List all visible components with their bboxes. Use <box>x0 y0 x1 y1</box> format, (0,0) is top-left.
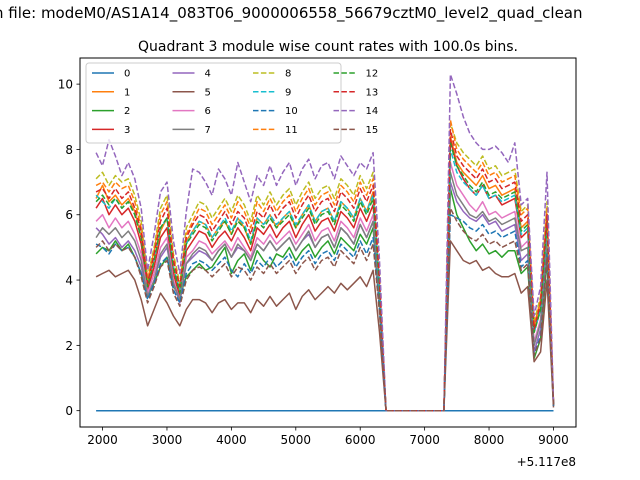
y-tick-label: 2 <box>65 339 73 353</box>
series-line-12 <box>95 142 555 412</box>
x-axis-offset-label: +5.117e8 <box>517 455 576 469</box>
x-tick-label: 8000 <box>474 433 505 447</box>
legend-box <box>85 62 342 144</box>
legend-label-9: 9 <box>285 87 291 98</box>
legend-label-2: 2 <box>124 106 130 117</box>
legend-label-1: 1 <box>124 87 130 98</box>
series-line-2 <box>95 187 555 412</box>
axes-frame <box>79 57 577 428</box>
legend-label-0: 0 <box>124 69 130 80</box>
series-line-13 <box>95 129 555 412</box>
series-layer <box>95 73 555 412</box>
legend-label-4: 4 <box>205 69 211 80</box>
y-tick-label: 6 <box>65 208 73 222</box>
x-tick-label: 3000 <box>152 433 183 447</box>
x-tick-label: 6000 <box>345 433 376 447</box>
y-tick-label: 4 <box>65 274 73 288</box>
legend-label-8: 8 <box>285 69 291 80</box>
series-line-5 <box>95 240 555 412</box>
figure-suptitle: n file: modeM0/AS1A14_083T06_9000006558_… <box>0 4 583 23</box>
legend-label-13: 13 <box>366 87 379 98</box>
y-tick-label: 10 <box>58 78 73 92</box>
legend-label-7: 7 <box>205 125 211 136</box>
x-tick-label: 5000 <box>281 433 312 447</box>
x-tick-label: 4000 <box>216 433 247 447</box>
legend-label-10: 10 <box>285 106 298 117</box>
series-line-9 <box>95 148 555 412</box>
series-line-14 <box>95 73 555 412</box>
series-line-7 <box>95 171 555 412</box>
x-tick-label: 2000 <box>87 433 118 447</box>
legend-label-3: 3 <box>124 125 130 136</box>
legend-label-15: 15 <box>366 125 379 136</box>
legend-label-5: 5 <box>205 87 211 98</box>
x-tick-label: 7000 <box>409 433 440 447</box>
x-axis: 2000 3000 4000 5000 6000 7000 8000 9000 <box>87 427 569 447</box>
legend-label-6: 6 <box>205 106 211 117</box>
series-line-15 <box>95 207 555 412</box>
legend-label-12: 12 <box>366 69 379 80</box>
y-tick-label: 8 <box>65 143 73 157</box>
x-tick-label: 9000 <box>538 433 569 447</box>
y-tick-label: 0 <box>65 404 73 418</box>
series-line-8 <box>95 122 555 412</box>
legend-label-11: 11 <box>285 125 298 136</box>
y-axis: 0 2 4 6 8 10 <box>58 78 80 418</box>
chart-title: Quadrant 3 module wise count rates with … <box>138 39 518 55</box>
legend-label-14: 14 <box>366 106 379 117</box>
